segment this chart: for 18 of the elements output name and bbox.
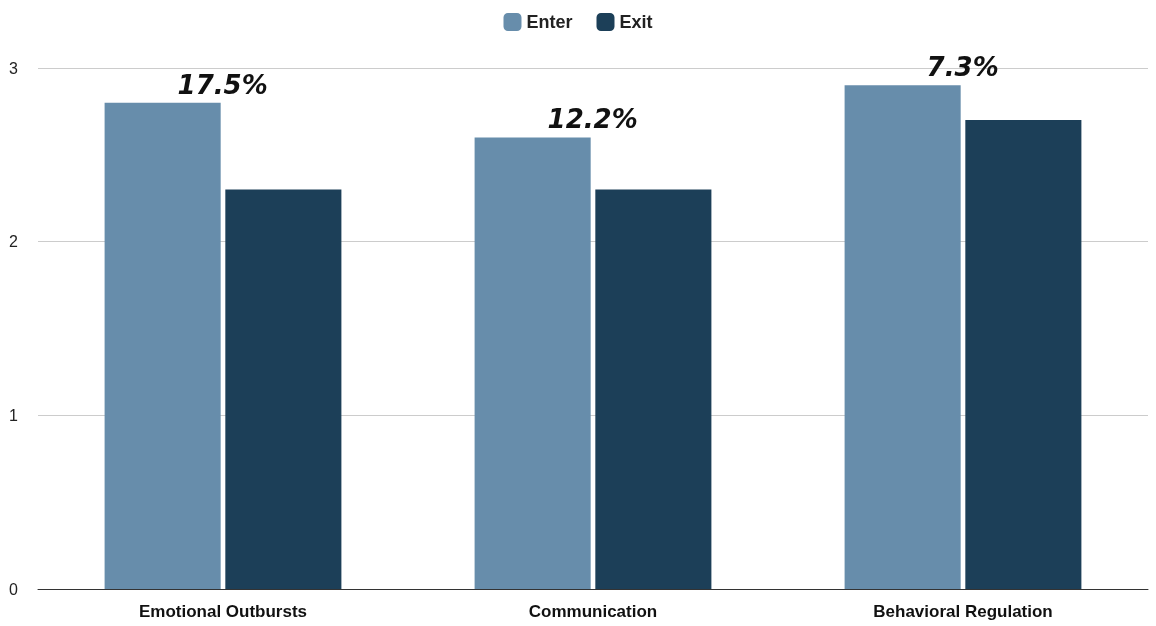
bar: [844, 85, 961, 589]
x-tick-label: Behavioral Regulation: [873, 602, 1053, 621]
bar: [104, 102, 221, 589]
y-tick-label: 2: [9, 233, 19, 251]
legend-label: Exit: [619, 12, 653, 32]
annotation: 7.3%: [926, 52, 999, 83]
bar: [225, 189, 342, 589]
annotation: 17.5%: [177, 69, 268, 100]
x-tick-label: Emotional Outbursts: [138, 602, 308, 621]
bar: [965, 120, 1082, 589]
x-tick-label: Communication: [528, 602, 658, 621]
bar: [595, 189, 712, 589]
y-tick-label: 3: [9, 59, 19, 77]
y-tick-label: 1: [9, 406, 19, 424]
annotation: 12.2%: [547, 104, 638, 135]
y-tick-label: 0: [9, 580, 19, 598]
bar: [474, 137, 591, 589]
legend-label: Enter: [526, 12, 573, 32]
